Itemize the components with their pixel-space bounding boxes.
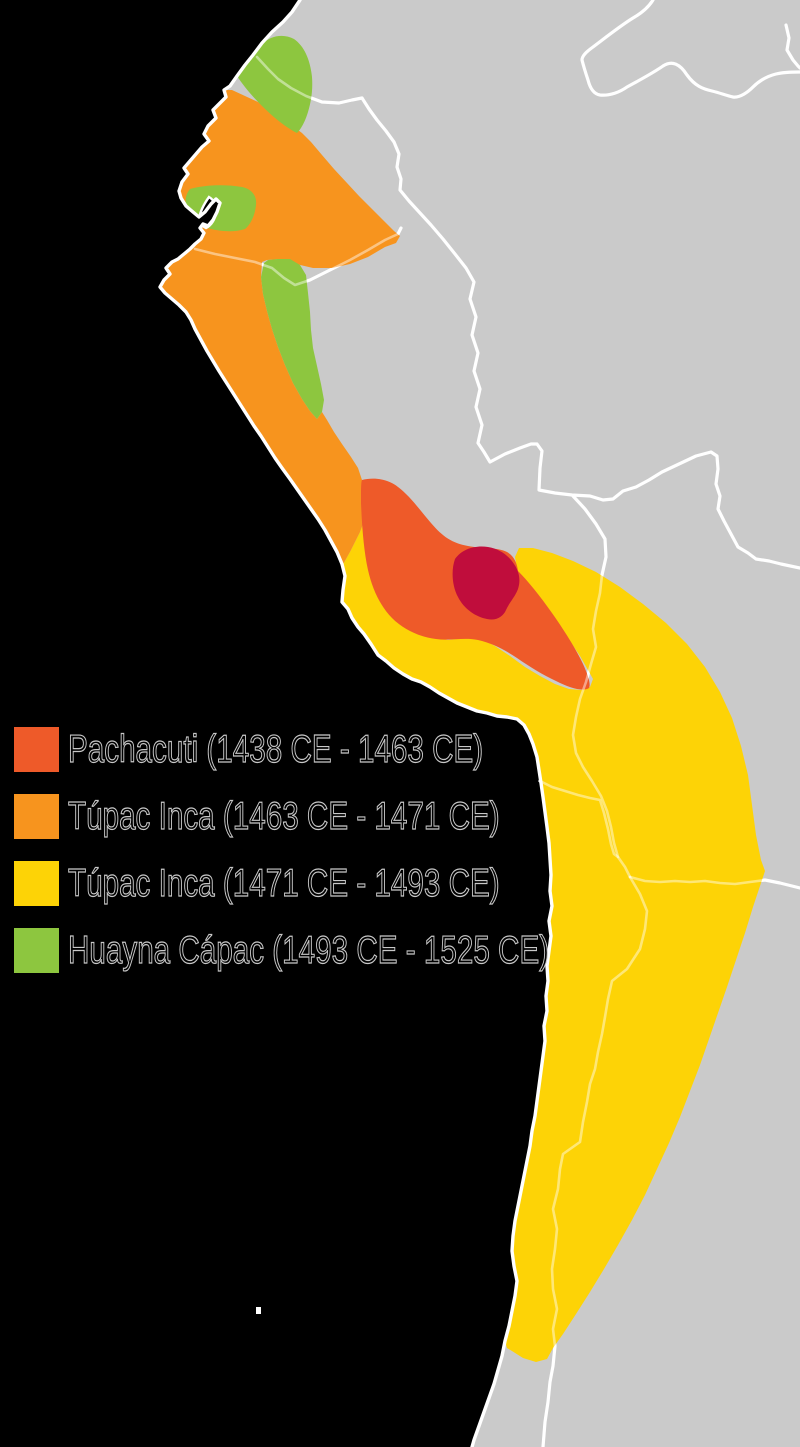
legend-label-huayna-capac: Huayna Cápac (1493 CE - 1525 CE) [68,928,550,972]
legend-swatch-pachacuti [14,727,59,772]
legend-label-tupac-inca-late: Túpac Inca (1471 CE - 1493 CE) [68,861,501,905]
legend-item-tupac-inca-early: Túpac Inca (1463 CE - 1471 CE) [14,794,701,839]
legend-label-tupac-inca-early: Túpac Inca (1463 CE - 1471 CE) [68,794,501,838]
legend-swatch-huayna-capac [14,928,59,973]
map-legend: Pachacuti (1438 CE - 1463 CE) Túpac Inca… [14,727,701,973]
legend-swatch-tupac-inca-early [14,794,59,839]
region-huayna-capac-strip [261,259,324,419]
empire-regions [160,35,765,1362]
region-huayna-capac-north [237,35,313,133]
region-inca-core [452,546,520,620]
region-tupac-inca-1471-1493 [340,516,765,1362]
small-island [256,1307,261,1314]
legend-item-huayna-capac: Huayna Cápac (1493 CE - 1525 CE) [14,928,701,973]
legend-swatch-tupac-inca-late [14,861,59,906]
legend-label-pachacuti: Pachacuti (1438 CE - 1463 CE) [68,727,484,771]
legend-item-pachacuti: Pachacuti (1438 CE - 1463 CE) [14,727,701,772]
legend-item-tupac-inca-late: Túpac Inca (1471 CE - 1493 CE) [14,861,701,906]
